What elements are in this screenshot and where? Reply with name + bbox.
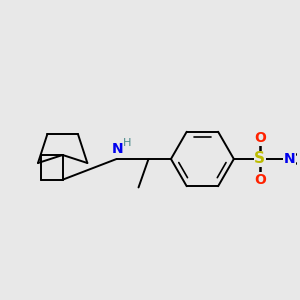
Text: S: S bbox=[254, 152, 265, 166]
Text: N: N bbox=[112, 142, 123, 156]
Text: H: H bbox=[123, 138, 132, 148]
Text: O: O bbox=[254, 173, 266, 187]
Text: O: O bbox=[254, 131, 266, 145]
Text: N: N bbox=[284, 152, 296, 166]
